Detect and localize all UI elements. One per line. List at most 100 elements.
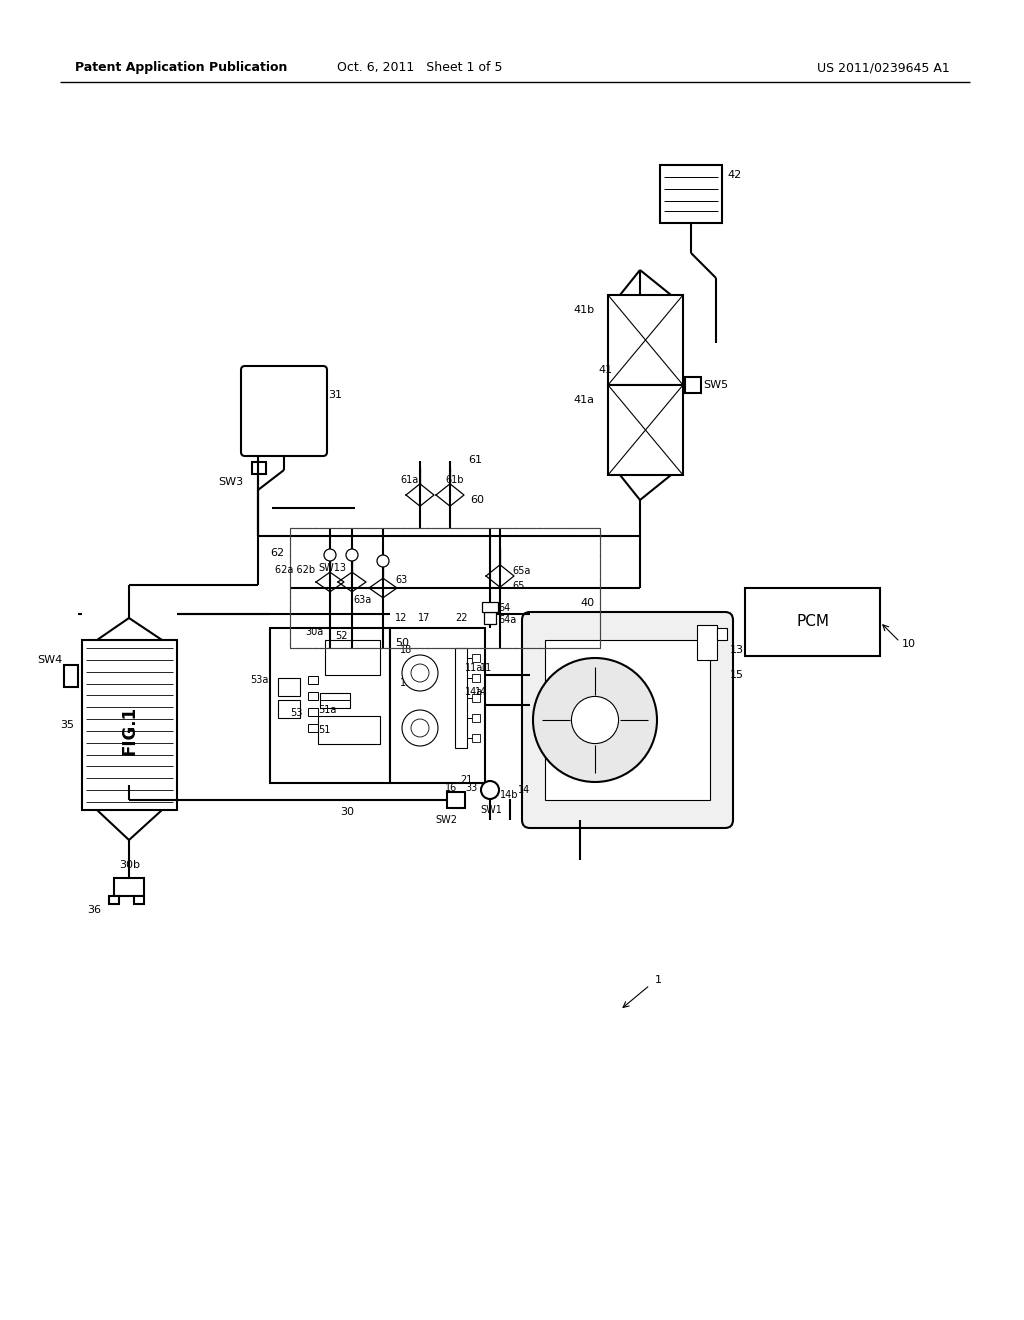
Text: PCM: PCM: [796, 615, 829, 630]
Bar: [278, 678, 300, 696]
Bar: [472, 694, 480, 702]
Text: 31: 31: [328, 389, 342, 400]
Bar: [290, 528, 600, 648]
Text: 18: 18: [400, 645, 413, 655]
Bar: [697, 624, 717, 660]
Text: 14b: 14b: [500, 789, 518, 800]
Text: SW13: SW13: [318, 564, 346, 573]
Text: 10: 10: [902, 639, 916, 649]
Text: 14a: 14a: [465, 686, 483, 697]
Text: 41: 41: [598, 366, 612, 375]
Bar: [455, 648, 467, 748]
Text: 22: 22: [455, 612, 468, 623]
Bar: [325, 640, 380, 675]
Text: 21: 21: [460, 775, 472, 785]
Text: US 2011/0239645 A1: US 2011/0239645 A1: [817, 62, 950, 74]
Bar: [685, 378, 701, 393]
Text: 40: 40: [580, 598, 594, 609]
Text: 11: 11: [480, 663, 493, 673]
Text: 50: 50: [395, 638, 409, 648]
Text: 19: 19: [400, 678, 413, 688]
Bar: [308, 676, 318, 684]
Text: 41a: 41a: [573, 395, 594, 405]
Text: 61: 61: [468, 455, 482, 465]
Text: SW5: SW5: [703, 380, 728, 389]
Bar: [390, 628, 485, 783]
Text: 61b: 61b: [445, 475, 464, 484]
Text: 30: 30: [340, 807, 354, 817]
Text: 12: 12: [395, 612, 408, 623]
Text: 64: 64: [498, 603, 510, 612]
Text: 15: 15: [730, 671, 744, 680]
Bar: [472, 653, 480, 663]
Text: FIG.1: FIG.1: [121, 705, 139, 755]
Text: 14: 14: [518, 785, 530, 795]
Bar: [252, 462, 266, 474]
Bar: [545, 640, 710, 800]
Bar: [308, 708, 318, 715]
Bar: [63, 665, 78, 686]
Text: 65: 65: [512, 581, 524, 591]
Bar: [308, 723, 318, 733]
Text: 13: 13: [730, 645, 744, 655]
Text: 11a: 11a: [465, 663, 483, 673]
Text: SW3: SW3: [218, 477, 243, 487]
Bar: [318, 715, 380, 744]
Text: 17: 17: [418, 612, 430, 623]
Text: Oct. 6, 2011   Sheet 1 of 5: Oct. 6, 2011 Sheet 1 of 5: [337, 62, 503, 74]
Bar: [134, 896, 144, 904]
Bar: [278, 700, 300, 718]
Bar: [270, 628, 390, 783]
Text: 51: 51: [318, 725, 331, 735]
Text: 14: 14: [475, 686, 487, 697]
Text: 63: 63: [395, 576, 408, 585]
Text: 16: 16: [445, 783, 458, 793]
Text: 53: 53: [290, 708, 302, 718]
Bar: [472, 734, 480, 742]
Circle shape: [534, 657, 657, 781]
Circle shape: [481, 781, 499, 799]
Text: 30a: 30a: [305, 627, 324, 638]
Bar: [472, 714, 480, 722]
Text: 33: 33: [465, 783, 477, 793]
FancyBboxPatch shape: [522, 612, 733, 828]
Bar: [114, 878, 144, 896]
Bar: [472, 675, 480, 682]
Text: 65a: 65a: [512, 566, 530, 576]
Circle shape: [402, 655, 438, 690]
Text: 64a: 64a: [498, 615, 516, 624]
Text: 30b: 30b: [119, 861, 140, 870]
Text: 1: 1: [655, 975, 662, 985]
Bar: [290, 528, 600, 648]
Text: SW4: SW4: [37, 655, 62, 665]
Circle shape: [571, 697, 618, 743]
Text: 63a: 63a: [353, 595, 372, 605]
Bar: [482, 602, 498, 612]
Text: 60: 60: [470, 495, 484, 506]
Text: SW2: SW2: [435, 814, 457, 825]
Circle shape: [324, 549, 336, 561]
Text: 61a: 61a: [400, 475, 418, 484]
FancyBboxPatch shape: [241, 366, 327, 455]
Text: 53a: 53a: [250, 675, 268, 685]
Bar: [109, 896, 119, 904]
Text: SW1: SW1: [480, 805, 502, 814]
Bar: [745, 587, 880, 656]
Circle shape: [402, 710, 438, 746]
Bar: [319, 693, 350, 708]
Bar: [308, 692, 318, 700]
Text: 35: 35: [60, 719, 74, 730]
Text: 62a 62b: 62a 62b: [275, 565, 315, 576]
Bar: [660, 165, 722, 223]
Circle shape: [346, 549, 358, 561]
Bar: [717, 628, 727, 640]
Text: Patent Application Publication: Patent Application Publication: [75, 62, 288, 74]
Bar: [82, 640, 177, 810]
Text: 42: 42: [727, 170, 741, 180]
Text: 52: 52: [335, 631, 347, 642]
Bar: [608, 294, 683, 385]
Bar: [447, 792, 465, 808]
Bar: [484, 612, 496, 624]
Bar: [608, 385, 683, 475]
Text: 41b: 41b: [573, 305, 594, 315]
